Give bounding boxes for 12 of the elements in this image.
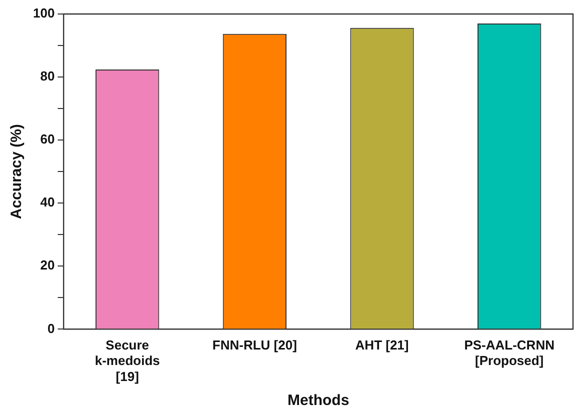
x-tick-label: PS-AAL-CRNN [Proposed] <box>464 338 554 368</box>
y-tick-label: 80 <box>40 68 55 84</box>
x-axis-title: Methods <box>288 392 350 410</box>
x-tick-label: AHT [21] <box>355 338 409 353</box>
x-tick-label: Secure k-medoids [19] <box>94 338 160 384</box>
y-tick-label: 100 <box>32 6 55 21</box>
y-tick-label: 20 <box>40 258 55 273</box>
y-tick-label: 40 <box>40 194 55 210</box>
y-tick-label: 60 <box>40 132 55 147</box>
y-axis-title: Accuracy (%) <box>8 124 26 220</box>
x-tick-label: FNN-RLU [20] <box>212 338 297 353</box>
y-tick-label: 0 <box>47 320 55 336</box>
